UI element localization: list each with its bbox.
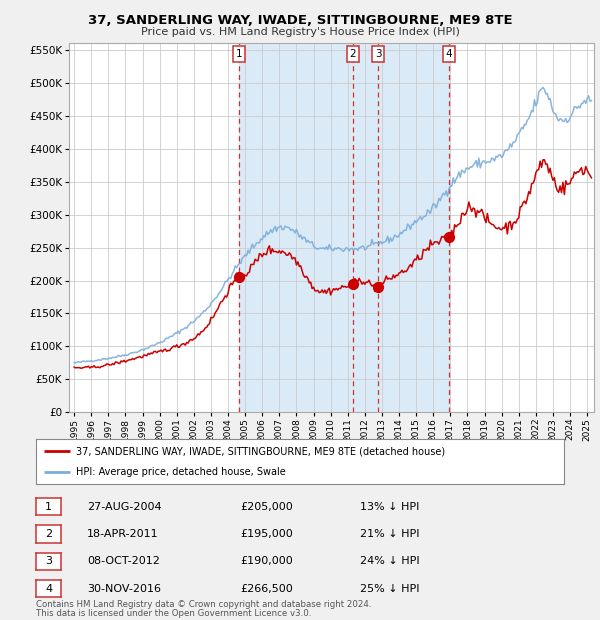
Text: 37, SANDERLING WAY, IWADE, SITTINGBOURNE, ME9 8TE (detached house): 37, SANDERLING WAY, IWADE, SITTINGBOURNE… <box>76 446 445 456</box>
Text: Contains HM Land Registry data © Crown copyright and database right 2024.: Contains HM Land Registry data © Crown c… <box>36 600 371 609</box>
Bar <box>239 43 449 412</box>
Text: £205,000: £205,000 <box>240 502 293 512</box>
Text: This data is licensed under the Open Government Licence v3.0.: This data is licensed under the Open Gov… <box>36 608 311 618</box>
Text: 3: 3 <box>45 556 52 566</box>
Text: 4: 4 <box>45 583 52 593</box>
Text: 21% ↓ HPI: 21% ↓ HPI <box>360 529 419 539</box>
Text: 4: 4 <box>446 49 452 59</box>
Text: 37, SANDERLING WAY, IWADE, SITTINGBOURNE, ME9 8TE: 37, SANDERLING WAY, IWADE, SITTINGBOURNE… <box>88 14 512 27</box>
Point <box>348 279 358 289</box>
Text: 13% ↓ HPI: 13% ↓ HPI <box>360 502 419 512</box>
Text: Price paid vs. HM Land Registry's House Price Index (HPI): Price paid vs. HM Land Registry's House … <box>140 27 460 37</box>
Text: 30-NOV-2016: 30-NOV-2016 <box>87 583 161 593</box>
Text: 1: 1 <box>236 49 242 59</box>
Text: 18-APR-2011: 18-APR-2011 <box>87 529 158 539</box>
Text: 24% ↓ HPI: 24% ↓ HPI <box>360 556 419 566</box>
Text: 2: 2 <box>45 529 52 539</box>
Point <box>444 232 454 242</box>
Point <box>235 272 244 282</box>
Text: HPI: Average price, detached house, Swale: HPI: Average price, detached house, Swal… <box>76 466 286 477</box>
Text: £266,500: £266,500 <box>240 583 293 593</box>
Text: 3: 3 <box>375 49 382 59</box>
Text: £195,000: £195,000 <box>240 529 293 539</box>
Point <box>373 281 383 291</box>
Text: 27-AUG-2004: 27-AUG-2004 <box>87 502 161 512</box>
Text: 08-OCT-2012: 08-OCT-2012 <box>87 556 160 566</box>
Text: £190,000: £190,000 <box>240 556 293 566</box>
Text: 25% ↓ HPI: 25% ↓ HPI <box>360 583 419 593</box>
Text: 1: 1 <box>45 502 52 512</box>
Text: 2: 2 <box>349 49 356 59</box>
